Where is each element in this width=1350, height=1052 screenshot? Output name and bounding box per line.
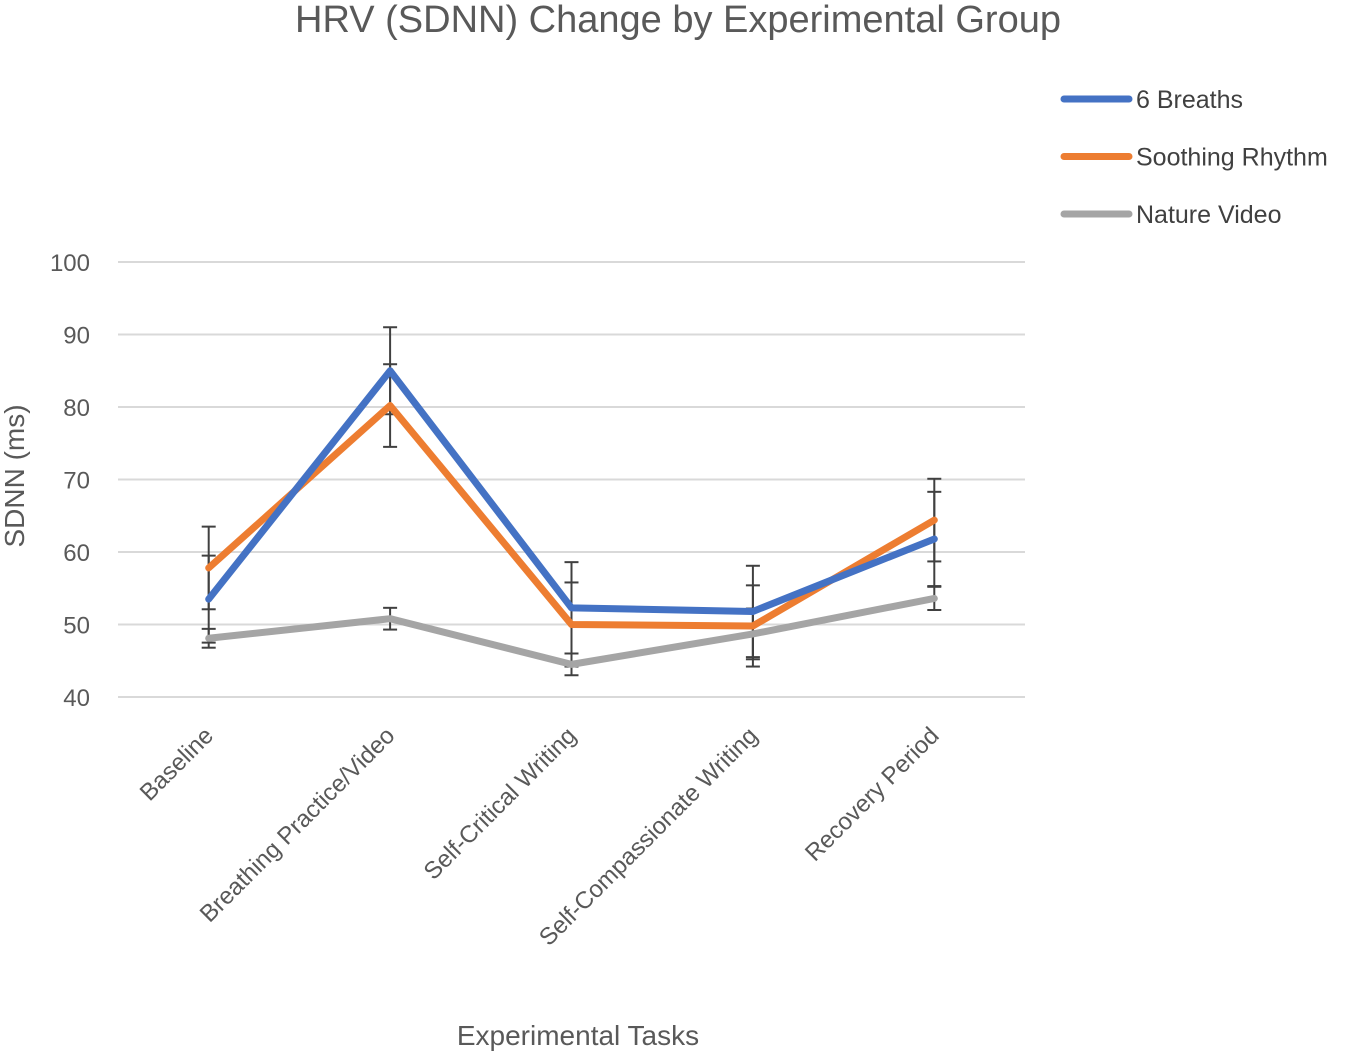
y-tick-label: 90 <box>63 323 90 350</box>
y-tick-label: 50 <box>63 613 90 640</box>
legend-label: 6 Breaths <box>1136 86 1243 114</box>
x-axis-title: Experimental Tasks <box>457 1020 699 1051</box>
legend: 6 Breaths Soothing Rhythm Nature Video <box>1060 86 1328 229</box>
y-tick-label: 100 <box>50 250 90 277</box>
x-tick-label: Self-Critical Writing <box>419 722 582 885</box>
legend-label: Soothing Rhythm <box>1136 144 1328 172</box>
legend-item: Nature Video <box>1060 201 1281 229</box>
y-axis-ticks: 40 50 60 70 80 90 100 <box>50 250 90 712</box>
y-axis-title: SDNN (ms) <box>0 404 30 547</box>
x-tick-label: Self-Compassionate Writing <box>534 722 763 951</box>
y-tick-label: 80 <box>63 395 90 422</box>
x-tick-label: Baseline <box>135 722 219 806</box>
x-tick-label: Recovery Period <box>800 722 945 867</box>
legend-item: 6 Breaths <box>1060 86 1243 114</box>
legend-label: Nature Video <box>1136 201 1281 229</box>
y-tick-label: 70 <box>63 468 90 495</box>
legend-item: Soothing Rhythm <box>1060 144 1328 172</box>
y-tick-label: 60 <box>63 540 90 567</box>
x-tick-label: Breathing Practice/Video <box>195 722 401 928</box>
gridlines <box>118 261 1025 698</box>
y-tick-label: 40 <box>63 685 90 712</box>
chart-title: HRV (SDNN) Change by Experimental Group <box>295 0 1061 41</box>
series-lines <box>205 367 938 668</box>
